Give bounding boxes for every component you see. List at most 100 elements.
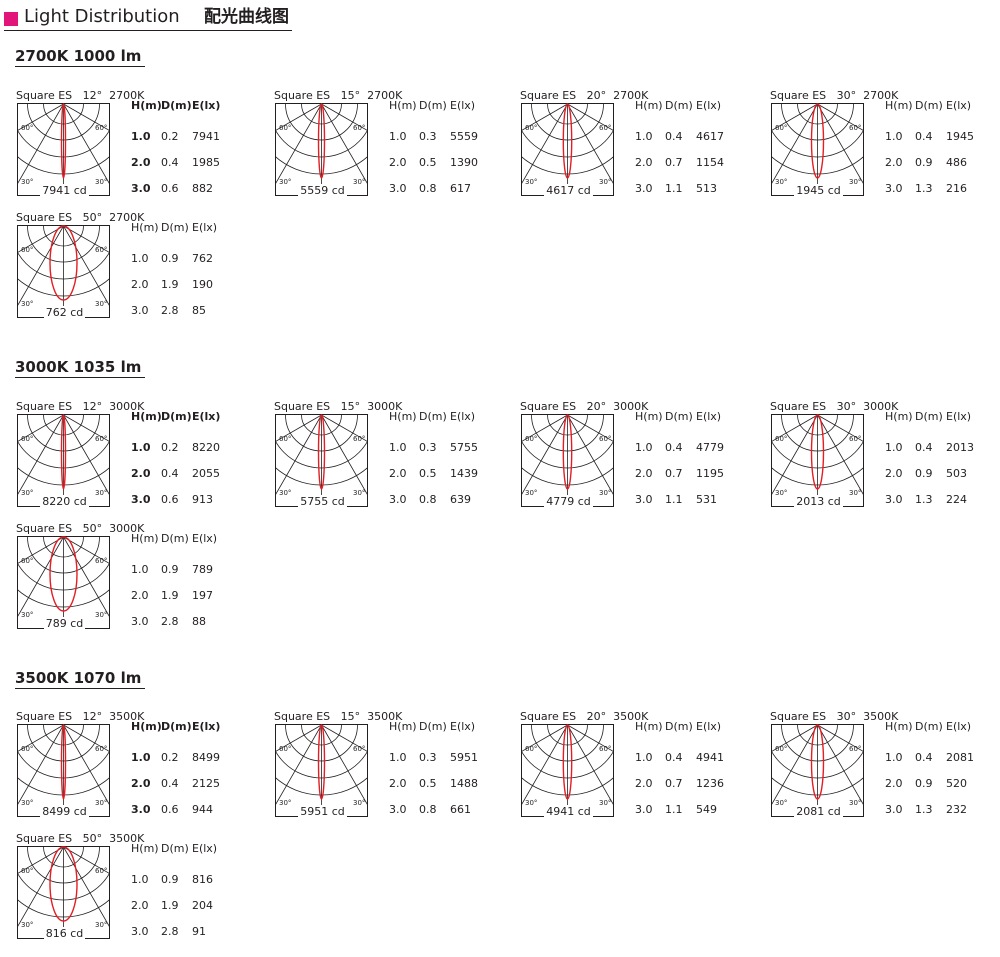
angle-label-30-left: 30° — [279, 489, 291, 497]
table-header: E(lx) — [450, 720, 476, 733]
panel-label: Square ES 12° 3000K — [16, 400, 145, 413]
table-cell: 1.0 — [635, 130, 653, 143]
angle-label-60-right: 60° — [95, 246, 107, 254]
radial-line--30 — [275, 414, 322, 497]
angle-label-30-left: 30° — [21, 300, 33, 308]
angle-label-60-right: 60° — [95, 867, 107, 875]
table-cell: 5559 — [450, 130, 478, 143]
table-cell: 0.4 — [665, 130, 683, 143]
angle-label-60-right: 60° — [353, 124, 365, 132]
beam-curve — [810, 724, 825, 800]
angle-label-60-right: 60° — [95, 435, 107, 443]
radial-line-30 — [817, 103, 864, 186]
angle-label-30-right: 30° — [353, 489, 365, 497]
panel-label: Square ES 30° 2700K — [770, 89, 899, 102]
radial-line-60 — [63, 225, 110, 254]
table-cell: 0.4 — [915, 751, 933, 764]
page-title-chinese: 配光曲线图 — [204, 7, 289, 27]
table-header: D(m) — [665, 720, 693, 733]
angle-label-60-left: 60° — [525, 124, 537, 132]
radial-line-30 — [567, 724, 614, 807]
angle-label-30-left: 30° — [21, 178, 33, 186]
table-header: E(lx) — [946, 720, 972, 733]
illuminance-table: H(m) D(m) E(lx) 1.0 0.9 816 2.0 1.9 204 3.0 2.8 91 — [127, 842, 247, 947]
panel-label: Square ES 20° 2700K — [520, 89, 649, 102]
radial-line-60 — [321, 103, 368, 132]
angle-label-30-right: 30° — [353, 178, 365, 186]
table-cell: 2.0 — [635, 467, 653, 480]
table-cell: 944 — [192, 803, 213, 816]
polar-diagram-svg: 60° 60° 30° 30° — [771, 414, 864, 507]
table-cell: 1.1 — [665, 803, 683, 816]
angle-label-30-left: 30° — [21, 611, 33, 619]
candela-value: 8220 cd — [40, 495, 89, 508]
table-header: D(m) — [419, 720, 447, 733]
panel-label: Square ES 15° 3000K — [274, 400, 403, 413]
polar-diagram: 60° 60° 30° 30° 7941 cd — [17, 103, 110, 197]
table-header: D(m) — [419, 410, 447, 423]
table-cell: 2055 — [192, 467, 220, 480]
beam-curve — [317, 414, 326, 490]
polar-diagram: 60° 60° 30° 30° 789 cd — [17, 536, 110, 630]
table-cell: 2.0 — [885, 467, 903, 480]
polar-diagram-svg: 60° 60° 30° 30° — [521, 414, 614, 507]
table-cell: 0.3 — [419, 441, 437, 454]
polar-diagram: 60° 60° 30° 30° 5755 cd — [275, 414, 368, 508]
radial-line-30 — [321, 103, 368, 186]
table-cell: 2.0 — [131, 899, 149, 912]
table-cell: 0.9 — [915, 777, 933, 790]
table-cell: 1.0 — [885, 130, 903, 143]
polar-diagram: 60° 60° 30° 30° 8220 cd — [17, 414, 110, 508]
table-cell: 1.0 — [885, 441, 903, 454]
table-cell: 3.0 — [635, 182, 653, 195]
radial-line-30 — [567, 414, 614, 497]
section-heading: 3000K 1035 lm — [15, 358, 146, 378]
table-header: E(lx) — [696, 99, 722, 112]
table-cell: 1.0 — [635, 441, 653, 454]
table-cell: 2.0 — [131, 467, 151, 480]
polar-diagram-svg: 60° 60° 30° 30° — [17, 414, 110, 507]
table-cell: 2081 — [946, 751, 974, 764]
polar-diagram-svg: 60° 60° 30° 30° — [275, 103, 368, 196]
polar-diagram: 60° 60° 30° 30° 762 cd — [17, 225, 110, 319]
panel-label: Square ES 15° 3500K — [274, 710, 403, 723]
table-cell: 617 — [450, 182, 471, 195]
table-header: D(m) — [915, 99, 943, 112]
radial-line--60 — [17, 536, 64, 565]
table-cell: 531 — [696, 493, 717, 506]
beam-panel: Square ES 20° 3500K 60° 60° 30° 30° 4941 cd H(… — [520, 710, 750, 825]
beam-curve — [317, 724, 326, 800]
table-cell: 1.3 — [915, 182, 933, 195]
table-cell: 1.1 — [665, 493, 683, 506]
radial-line-30 — [63, 536, 110, 619]
radial-line-30 — [567, 103, 614, 186]
table-header: D(m) — [161, 221, 189, 234]
table-cell: 3.0 — [131, 925, 149, 938]
table-cell: 7941 — [192, 130, 220, 143]
table-header: E(lx) — [192, 410, 221, 423]
table-header: H(m) — [885, 410, 913, 423]
table-cell: 2.0 — [885, 777, 903, 790]
angle-label-30-right: 30° — [849, 799, 861, 807]
illuminance-table: H(m) D(m) E(lx) 1.0 0.4 4941 2.0 0.7 1236 3.0 1.1 5… — [631, 720, 751, 825]
table-cell: 2.0 — [389, 156, 407, 169]
candela-value: 5755 cd — [298, 495, 347, 508]
angle-label-60-left: 60° — [279, 745, 291, 753]
table-cell: 0.4 — [915, 130, 933, 143]
beam-curve — [562, 414, 573, 490]
section-heading: 3500K 1070 lm — [15, 669, 146, 689]
table-cell: 513 — [696, 182, 717, 195]
beam-curve — [49, 536, 78, 612]
table-header: D(m) — [161, 720, 192, 733]
table-cell: 4617 — [696, 130, 724, 143]
radial-line-30 — [321, 724, 368, 807]
table-cell: 0.6 — [161, 493, 179, 506]
radial-line--60 — [771, 414, 818, 443]
radial-line--30 — [771, 724, 818, 807]
table-cell: 0.5 — [419, 156, 437, 169]
table-cell: 1195 — [696, 467, 724, 480]
polar-diagram: 60° 60° 30° 30° 1945 cd — [771, 103, 864, 197]
table-cell: 2.0 — [389, 467, 407, 480]
radial-line-60 — [817, 724, 864, 753]
table-cell: 789 — [192, 563, 213, 576]
